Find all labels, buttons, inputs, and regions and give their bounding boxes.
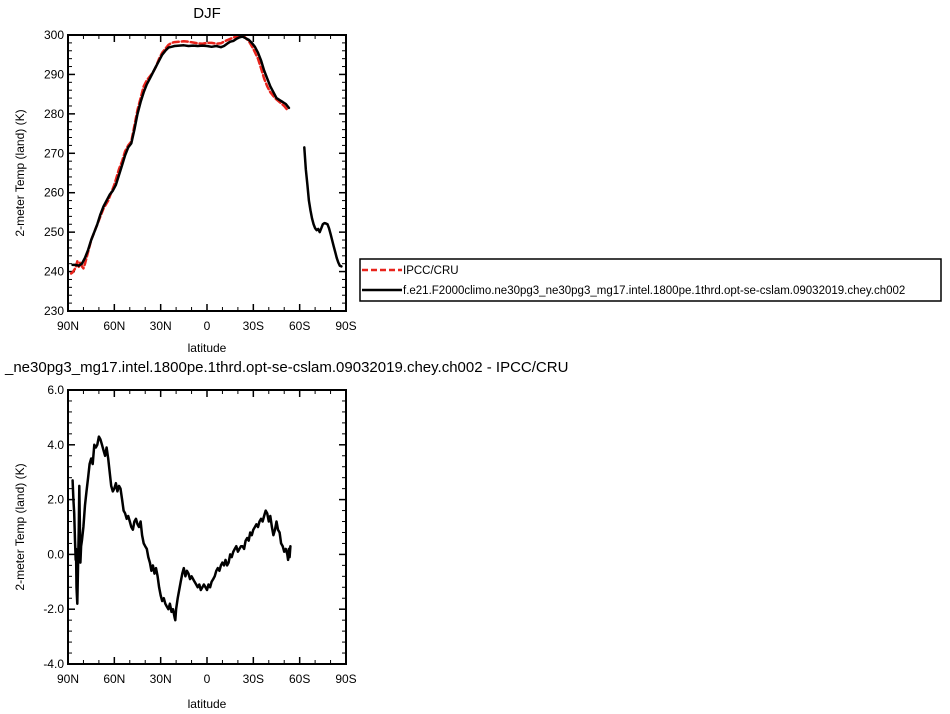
x-tick-label: 30S [243,672,264,686]
y-tick-label: 230 [44,304,64,318]
x-tick-label: 60N [103,319,125,333]
y-tick-label: 4.0 [47,438,64,452]
x-tick-label: 60N [103,672,125,686]
x-tick-label: 90N [57,672,79,686]
y-tick-label: -4.0 [43,657,64,671]
y-axis-label: 2-meter Temp (land) (K) [13,463,27,590]
x-tick-label: 90N [57,319,79,333]
y-tick-label: 6.0 [47,383,64,397]
y-tick-label: 270 [44,146,64,160]
plot-frame [67,34,347,312]
y-tick-label: 260 [44,186,64,200]
y-tick-label: 300 [44,28,64,42]
legend-box [359,258,942,302]
axis-ticks: 90N 60N 30N 0 30S 60S 90S 230 240 250 260 270 280 290… [44,28,357,333]
x-tick-label: 60S [289,672,310,686]
x-axis-label: latitude [188,697,227,711]
series-line-0-segment-0 [69,34,289,275]
x-axis-label: latitude [188,341,227,355]
series-lines [69,34,343,275]
chart-title: _ne30pg3_mg17.intel.1800pe.1thrd.opt-se-… [4,359,568,376]
x-tick-label: 90S [335,672,356,686]
y-tick-label: 2.0 [47,493,64,507]
y-tick-label: 250 [44,225,64,239]
y-tick-label: 280 [44,107,64,121]
x-tick-label: 30S [243,319,264,333]
y-axis-label: 2-meter Temp (land) (K) [13,109,27,236]
x-tick-label: 0 [204,319,211,333]
plot-frame [67,389,347,665]
series-line-1-segment-0 [71,35,291,267]
difference-panel: _ne30pg3_mg17.intel.1800pe.1thrd.opt-se-… [4,359,568,711]
x-tick-label: 90S [335,319,356,333]
y-tick-label: 290 [44,67,64,81]
series-line-1-segment-1 [303,146,343,268]
y-tick-label: 240 [44,265,64,279]
legend-label-ipcc-cru: IPCC/CRU [403,265,459,277]
x-tick-label: 30N [150,672,172,686]
temperature-panel: DJF latitude 2-meter Temp (land) (K) 90N… [13,5,357,355]
x-tick-label: 60S [289,319,310,333]
axis-ticks: 90N 60N 30N 0 30S 60S 90S -4.0 -2.0 0.0 2.0 4.0 6.0 [43,383,356,686]
y-tick-label: -2.0 [43,602,64,616]
chart-title: DJF [193,5,221,22]
x-tick-label: 0 [204,672,211,686]
y-tick-label: 0.0 [47,547,64,561]
x-tick-label: 30N [150,319,172,333]
legend-label-model: f.e21.F2000climo.ne30pg3_ne30pg3_mg17.in… [403,285,905,297]
legend: IPCC/CRU f.e21.F2000climo.ne30pg3_ne30pg… [359,258,942,302]
series-line-0-segment-0 [71,435,292,622]
series-lines [71,435,292,622]
